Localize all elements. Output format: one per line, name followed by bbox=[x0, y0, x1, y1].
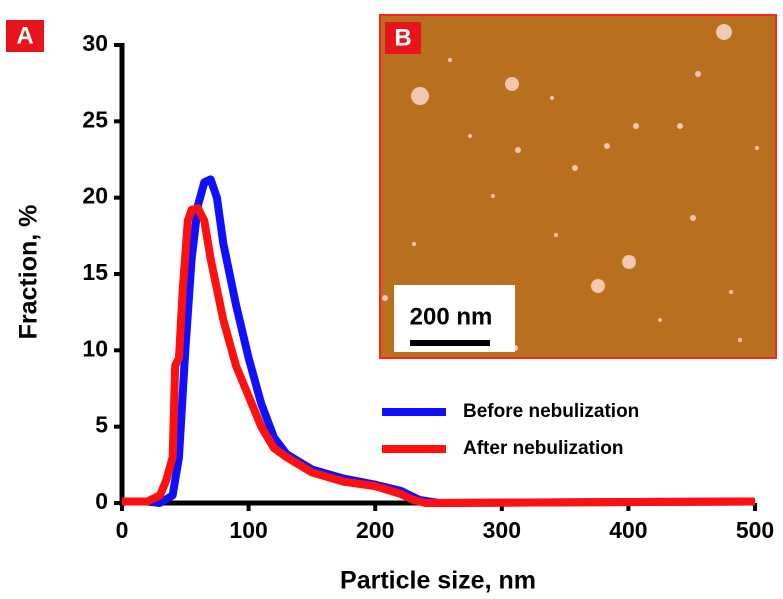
x-tick-label: 100 bbox=[229, 517, 267, 543]
y-tick-label: 15 bbox=[82, 259, 108, 285]
x-tick-label: 200 bbox=[356, 517, 394, 543]
inset-label: B bbox=[394, 24, 411, 51]
y-axis-label: Fraction, % bbox=[15, 205, 43, 340]
y-tick-label: 10 bbox=[82, 335, 108, 361]
y-tick-label: 5 bbox=[95, 412, 108, 438]
x-axis-label: Particle size, nm bbox=[340, 567, 536, 595]
legend-label: After nebulization bbox=[463, 438, 623, 459]
legend-label: Before nebulization bbox=[463, 401, 639, 422]
chart: A Particle size, nm Fraction, % B 200 nm… bbox=[0, 0, 783, 599]
scale-bar-label: 200 nm bbox=[410, 303, 493, 330]
x-tick-label: 0 bbox=[116, 517, 129, 543]
y-tick-label: 0 bbox=[95, 488, 108, 514]
x-tick-label: 400 bbox=[609, 517, 647, 543]
y-tick-label: 25 bbox=[82, 106, 108, 132]
y-tick-label: 30 bbox=[82, 30, 108, 56]
x-tick-label: 300 bbox=[483, 517, 521, 543]
x-tick-label: 500 bbox=[736, 517, 774, 543]
panel-label: A bbox=[16, 22, 33, 49]
y-tick-label: 20 bbox=[82, 183, 108, 209]
